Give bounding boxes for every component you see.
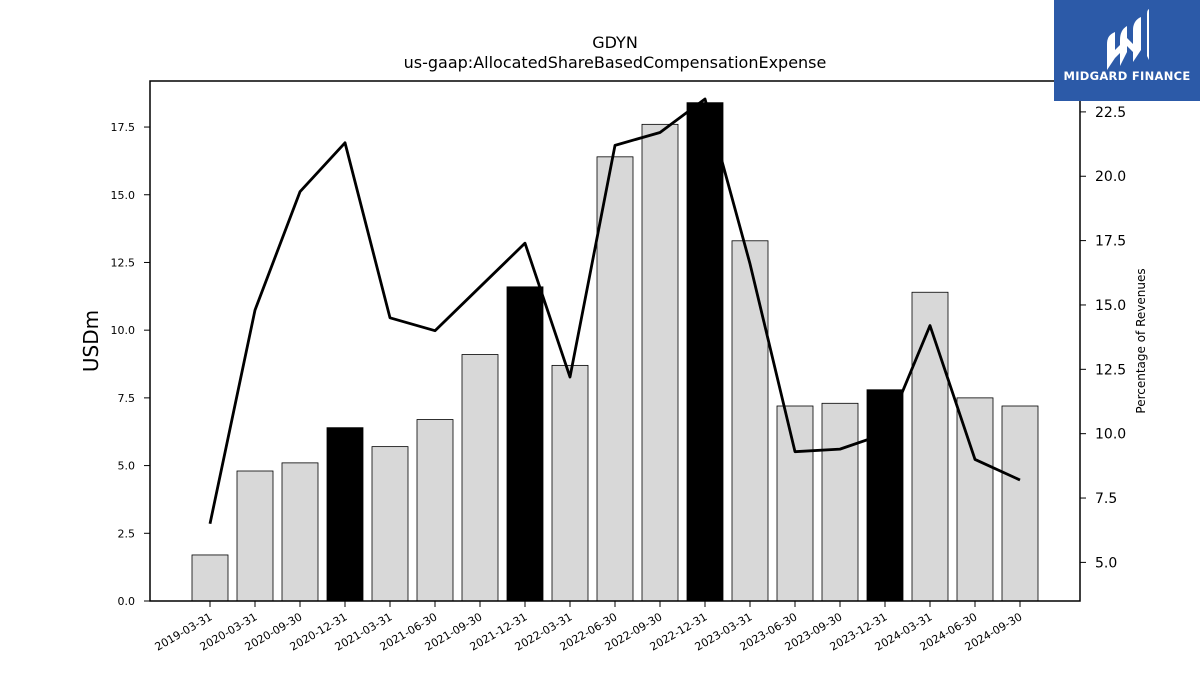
y2-tick-label: 7.5 (1095, 491, 1117, 507)
bar-2023-12-31 (866, 389, 904, 602)
bar-2020-09-30 (281, 462, 319, 602)
bar-2020-12-31 (326, 427, 364, 602)
y2-tick-label: 20.0 (1095, 169, 1126, 185)
y2-axis-label: Percentage of Revenues (1134, 268, 1148, 413)
y2-tick-label: 22.5 (1095, 105, 1126, 121)
y-tick-label: 15.0 (111, 189, 136, 202)
bar-2022-09-30 (641, 123, 679, 602)
midgard-logo-icon (1107, 9, 1149, 70)
chart-subtitle: us-gaap:AllocatedShareBasedCompensationE… (404, 53, 827, 72)
y2-tick-label: 10.0 (1095, 427, 1126, 443)
bar-2024-09-30 (1001, 405, 1039, 602)
y-tick-label: 7.5 (118, 392, 136, 405)
bar-2020-03-31 (236, 470, 274, 602)
bar-2023-06-30 (776, 405, 814, 602)
bar-2022-06-30 (596, 156, 634, 602)
logo-text: MIDGARD FINANCE (1063, 69, 1191, 83)
bar-2022-03-31 (551, 364, 589, 602)
bar-2024-06-30 (956, 397, 994, 602)
y-tick-label: 17.5 (111, 121, 136, 134)
bar-2022-12-31 (686, 102, 724, 602)
y2-tick-label: 12.5 (1095, 362, 1126, 378)
y-tick-label: 0.0 (118, 595, 136, 608)
x-axis: 2019-03-312020-03-312020-09-302020-12-31… (153, 601, 1025, 654)
left-axis: 0.0 2.5 5.0 7.5 10.0 12.5 15.0 17.5 (111, 121, 150, 608)
y2-tick-label: 5.0 (1095, 555, 1117, 571)
chart-title: GDYN (592, 33, 638, 52)
brand-logo: MIDGARD FINANCE (1054, 0, 1200, 101)
bar-2019-03-31 (191, 554, 229, 602)
bar-2023-03-31 (731, 240, 769, 602)
y-tick-label: 12.5 (111, 256, 136, 269)
line-group (208, 97, 1021, 525)
bar-2024-03-31 (911, 291, 949, 602)
y2-tick-label: 15.0 (1095, 298, 1126, 314)
percentage-line (208, 97, 1021, 525)
bar-2021-12-31 (506, 286, 544, 602)
bar-2021-03-31 (371, 446, 409, 602)
y-axis-label: USDm (79, 310, 103, 372)
y-tick-label: 10.0 (111, 324, 136, 337)
bar-2023-09-30 (821, 402, 859, 602)
y2-tick-label: 17.5 (1095, 234, 1126, 250)
y-tick-label: 2.5 (118, 527, 136, 540)
bars-group (191, 102, 1039, 602)
bar-2021-06-30 (416, 419, 454, 602)
right-axis: 5.0 7.5 10.0 12.5 15.0 17.5 20.0 22.5 (1080, 105, 1126, 571)
bar-2021-09-30 (461, 354, 499, 602)
y-tick-label: 5.0 (118, 460, 136, 473)
